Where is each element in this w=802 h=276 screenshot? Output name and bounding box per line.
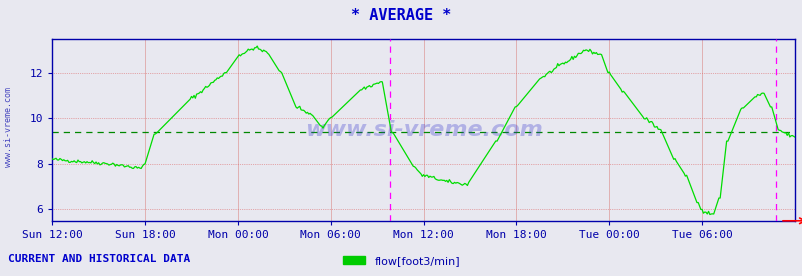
Text: CURRENT AND HISTORICAL DATA: CURRENT AND HISTORICAL DATA (8, 254, 190, 264)
Legend: flow[foot3/min]: flow[foot3/min] (338, 251, 464, 270)
Text: www.si-vreme.com: www.si-vreme.com (304, 120, 542, 140)
Text: * AVERAGE *: * AVERAGE * (351, 8, 451, 23)
Text: www.si-vreme.com: www.si-vreme.com (4, 87, 13, 167)
